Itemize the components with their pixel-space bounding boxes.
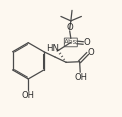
Text: HN: HN — [46, 44, 59, 53]
FancyBboxPatch shape — [64, 38, 77, 47]
Text: OH: OH — [22, 91, 35, 100]
Text: O: O — [66, 23, 73, 32]
Text: Abs: Abs — [64, 39, 78, 45]
Text: OH: OH — [74, 73, 87, 82]
Text: O: O — [87, 48, 94, 57]
Text: O: O — [83, 38, 90, 48]
